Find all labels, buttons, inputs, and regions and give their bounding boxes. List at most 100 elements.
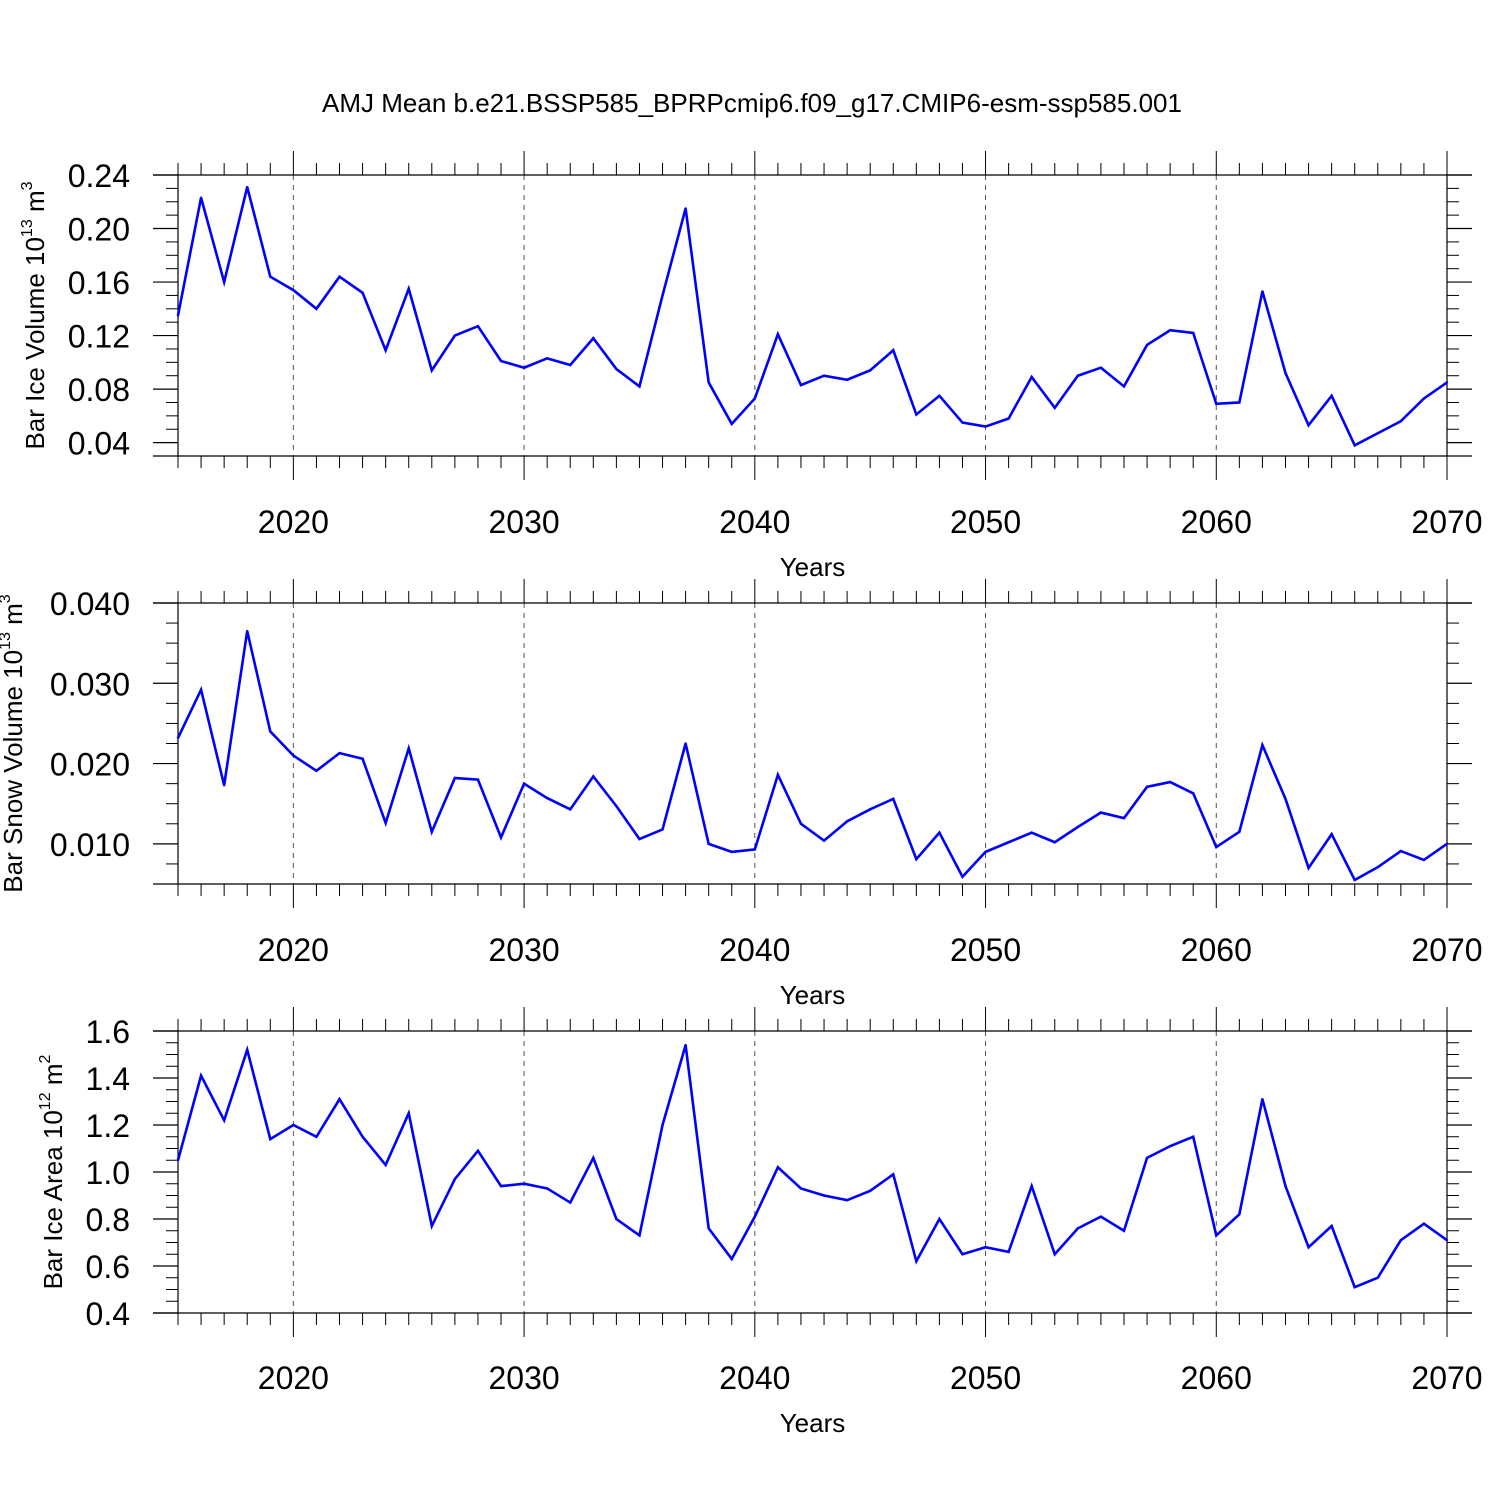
data-point bbox=[1330, 394, 1333, 397]
data-point bbox=[1307, 1246, 1310, 1249]
data-point bbox=[1399, 849, 1403, 853]
data-point bbox=[1261, 743, 1264, 747]
data-point bbox=[845, 378, 849, 381]
data-point bbox=[545, 796, 549, 800]
data-point bbox=[1422, 858, 1426, 862]
data-point bbox=[384, 821, 387, 825]
data-point bbox=[868, 369, 872, 372]
data-point bbox=[246, 1048, 249, 1052]
data-point bbox=[799, 383, 803, 387]
data-point bbox=[222, 784, 226, 787]
x-tick-label: 2040 bbox=[719, 504, 790, 540]
data-point bbox=[522, 366, 526, 369]
data-point bbox=[615, 1217, 618, 1221]
data-point bbox=[269, 1137, 272, 1141]
data-point bbox=[199, 1074, 203, 1077]
x-tick-label: 2030 bbox=[488, 1360, 559, 1396]
y-tick-label: 0.040 bbox=[50, 586, 130, 622]
data-point bbox=[1145, 1156, 1149, 1160]
data-point bbox=[499, 836, 503, 839]
data-point bbox=[707, 381, 710, 384]
data-point bbox=[338, 751, 341, 755]
data-point bbox=[1261, 1097, 1264, 1101]
data-point bbox=[499, 359, 503, 363]
data-point bbox=[1122, 816, 1126, 820]
data-point bbox=[361, 1135, 364, 1138]
data-point bbox=[638, 837, 641, 841]
data-point bbox=[361, 757, 364, 760]
data-point bbox=[961, 875, 964, 878]
data-point bbox=[1399, 1238, 1403, 1242]
panel-3: 2020 2030 2040 2050 2060 2070 0.4 0.6 0.8 1.0 1.2 1… bbox=[37, 1007, 1483, 1438]
x-tick-label: 2050 bbox=[950, 932, 1021, 968]
data-point bbox=[915, 413, 918, 416]
data-point bbox=[176, 314, 180, 317]
series-line bbox=[176, 1044, 1448, 1289]
data-point bbox=[730, 422, 733, 426]
data-point bbox=[1192, 792, 1195, 795]
data-point bbox=[1099, 1215, 1103, 1218]
data-point bbox=[176, 736, 180, 740]
x-tick-label: 2020 bbox=[258, 932, 329, 968]
y-tick-label: 0.24 bbox=[68, 158, 130, 194]
data-point bbox=[1122, 385, 1126, 388]
data-point bbox=[1422, 1222, 1426, 1225]
data-point bbox=[499, 1184, 503, 1188]
data-point bbox=[845, 820, 849, 823]
data-point bbox=[315, 769, 318, 772]
data-point bbox=[1261, 290, 1264, 293]
x-tick-label: 2070 bbox=[1411, 504, 1482, 540]
x-axis-label: Years bbox=[780, 980, 846, 1010]
data-point bbox=[246, 185, 249, 189]
data-point bbox=[292, 754, 295, 757]
x-tick-label: 2060 bbox=[1181, 504, 1252, 540]
y-tick-label: 0.6 bbox=[86, 1249, 130, 1285]
data-point bbox=[1284, 1184, 1287, 1188]
data-point bbox=[315, 1135, 318, 1138]
data-point bbox=[592, 775, 595, 778]
y-tick-label: 1.2 bbox=[86, 1108, 130, 1144]
data-point bbox=[1053, 841, 1056, 844]
data-point bbox=[1445, 842, 1449, 846]
data-point bbox=[453, 776, 457, 780]
data-point bbox=[892, 797, 895, 801]
series-line bbox=[176, 186, 1448, 448]
y-tick-label: 0.010 bbox=[50, 827, 130, 863]
data-point bbox=[1007, 1250, 1010, 1254]
data-point bbox=[1376, 1276, 1379, 1279]
data-point bbox=[753, 848, 757, 851]
data-point bbox=[938, 394, 941, 397]
data-point bbox=[407, 287, 410, 290]
y-tick-label: 0.8 bbox=[86, 1202, 130, 1238]
data-point bbox=[384, 1163, 387, 1167]
x-tick-label: 2060 bbox=[1181, 1360, 1252, 1396]
data-point bbox=[269, 730, 272, 733]
data-point bbox=[984, 1246, 987, 1249]
data-point bbox=[615, 804, 618, 808]
data-point bbox=[961, 1253, 964, 1256]
data-point bbox=[776, 333, 780, 336]
y-tick-label: 0.16 bbox=[68, 265, 130, 301]
data-point bbox=[1192, 1135, 1195, 1138]
data-point bbox=[822, 1194, 826, 1197]
x-tick-label: 2020 bbox=[258, 1360, 329, 1396]
data-point bbox=[315, 307, 318, 311]
y-tick-label: 0.12 bbox=[68, 319, 130, 355]
data-point bbox=[776, 1166, 780, 1169]
y-tick-label: 0.04 bbox=[68, 426, 130, 462]
x-tick-label: 2040 bbox=[719, 932, 790, 968]
data-point bbox=[453, 1177, 457, 1181]
figure-title: AMJ Mean b.e21.BSSP585_BPRPcmip6.f09_g17… bbox=[322, 88, 1182, 118]
y-tick-label: 0.020 bbox=[50, 747, 130, 783]
data-point bbox=[176, 1159, 180, 1162]
data-point bbox=[1445, 1238, 1449, 1242]
data-point bbox=[938, 831, 941, 834]
data-point bbox=[1215, 845, 1218, 849]
data-point bbox=[1076, 374, 1080, 377]
data-point bbox=[1376, 865, 1379, 869]
data-point bbox=[730, 1257, 733, 1261]
data-point bbox=[1145, 343, 1149, 347]
data-point bbox=[292, 1123, 295, 1127]
data-point bbox=[1145, 785, 1149, 789]
x-tick-label: 2050 bbox=[950, 1360, 1021, 1396]
